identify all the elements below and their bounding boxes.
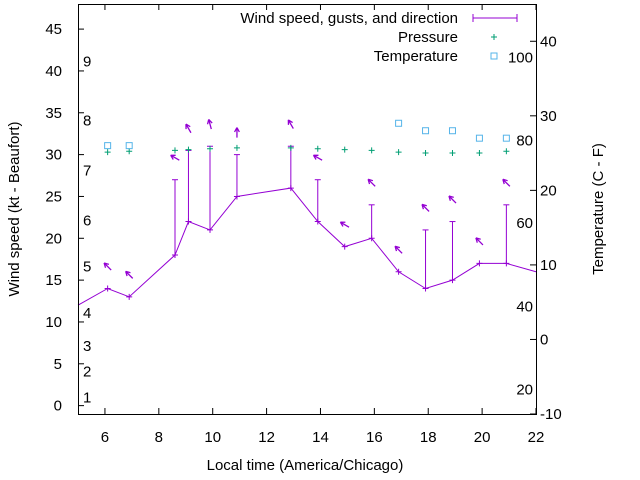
pressure-point — [207, 145, 214, 152]
beaufort-label: 1 — [83, 389, 91, 406]
y2-tick-label: 20 — [540, 182, 557, 199]
wind-speed-point — [476, 260, 483, 267]
y-tick-label: 40 — [45, 63, 62, 80]
beaufort-label: 4 — [83, 305, 91, 322]
wind-speed-point — [126, 293, 133, 300]
x-tick-label: 14 — [312, 429, 329, 446]
plot-frame — [78, 4, 537, 415]
pressure-point — [104, 149, 111, 156]
wind-direction-arrow — [185, 123, 192, 134]
legend: Wind speed, gusts, and direction Pressur… — [240, 10, 518, 65]
series-layer — [77, 118, 537, 306]
x-tick-label: 22 — [528, 429, 545, 446]
y-tick-label: 0 — [54, 398, 62, 415]
pressure-point — [287, 144, 294, 151]
legend-swatch-pressure — [491, 34, 497, 40]
beaufort-label: 3 — [83, 338, 91, 355]
temperature-point — [395, 119, 403, 127]
pressure-point — [368, 147, 375, 154]
wind-speed-point — [341, 243, 348, 250]
fahrenheit-label: 40 — [516, 299, 533, 316]
pressure-point — [314, 145, 321, 152]
wind-direction-arrow — [170, 154, 180, 161]
y2-tick-label: -10 — [540, 406, 562, 423]
y-tick-label: 45 — [45, 21, 62, 38]
legend-swatch-temperature — [490, 52, 498, 60]
beaufort-label: 7 — [83, 163, 91, 180]
temperature-point — [502, 134, 510, 142]
wind-direction-arrow — [125, 270, 134, 279]
legend-label-wind: Wind speed, gusts, and direction — [240, 10, 458, 27]
wind-speed-point — [104, 285, 111, 292]
pressure-point — [476, 149, 483, 156]
fahrenheit-label: 80 — [516, 132, 533, 149]
pressure-point — [449, 149, 456, 156]
pressure-point — [395, 149, 402, 156]
temperature-point — [422, 127, 430, 135]
legend-label-pressure: Pressure — [398, 29, 458, 46]
pressure-point — [422, 149, 429, 156]
pressure-point — [171, 147, 178, 154]
wind-direction-arrow — [448, 195, 457, 204]
axes-layer: 6 8 10 12 14 16 18 20 22051015202530354045-10010… — [45, 4, 562, 446]
temperature-point — [104, 142, 112, 150]
wind-direction-arrow — [394, 245, 403, 254]
beaufort-label: 8 — [83, 112, 91, 129]
x-tick-label: 10 — [204, 429, 221, 446]
pressure-point — [185, 146, 192, 153]
beaufort-label: 2 — [83, 363, 91, 380]
temperature-point — [125, 142, 133, 150]
wind-direction-arrow — [475, 237, 484, 246]
wind-speed-point — [395, 268, 402, 275]
beaufort-label: 6 — [83, 213, 91, 230]
y-tick-label: 20 — [45, 230, 62, 247]
wind-speed-line — [77, 187, 537, 306]
x-axis-label: Local time (America/Chicago) — [207, 457, 404, 474]
y2-tick-label: 40 — [540, 33, 557, 50]
x-tick-label: 12 — [258, 429, 275, 446]
pressure-point — [503, 148, 510, 155]
fahrenheit-label: 60 — [516, 215, 533, 232]
pressure-point — [341, 146, 348, 153]
temperature-point — [475, 134, 483, 142]
y-tick-label: 25 — [45, 188, 62, 205]
scale-labels-layer: 1 2 3 4 5 6 7 8 9 20 40 60 80 100 — [83, 50, 533, 407]
wind-direction-arrow — [421, 203, 430, 212]
wind-direction-arrow — [367, 178, 376, 187]
x-tick-label: 20 — [474, 429, 491, 446]
y2-tick-label: 0 — [540, 331, 548, 348]
wind-direction-arrow — [103, 262, 112, 271]
x-tick-label: 16 — [366, 429, 383, 446]
wind-direction-arrow — [287, 119, 294, 129]
wind-direction-arrow — [206, 118, 213, 130]
pressure-point — [233, 144, 240, 151]
y2-tick-label: 10 — [540, 257, 557, 274]
y2-tick-label: 30 — [540, 108, 557, 125]
y-tick-label: 30 — [45, 147, 62, 164]
legend-label-temperature: Temperature — [374, 48, 458, 65]
pressure-point — [126, 148, 133, 155]
y-tick-label: 5 — [54, 356, 62, 373]
x-tick-label: 8 — [155, 429, 163, 446]
wind-direction-arrow — [233, 127, 240, 138]
beaufort-label: 9 — [83, 54, 91, 71]
y2-axis-label: Temperature (C - F) — [590, 143, 607, 275]
fahrenheit-label: 20 — [516, 381, 533, 398]
y-tick-label: 15 — [45, 272, 62, 289]
wind-direction-arrow — [312, 154, 323, 161]
y-axis-label: Wind speed (kt - Beaufort) — [6, 121, 23, 296]
wind-direction-arrow — [339, 221, 350, 228]
temperature-point — [448, 127, 456, 135]
beaufort-label: 5 — [83, 259, 91, 276]
wind-direction-arrow — [502, 178, 511, 187]
x-tick-label: 18 — [420, 429, 437, 446]
y-tick-label: 35 — [45, 105, 62, 122]
x-tick-label: 6 — [101, 429, 109, 446]
fahrenheit-label: 100 — [508, 50, 533, 67]
y-tick-label: 10 — [45, 314, 62, 331]
